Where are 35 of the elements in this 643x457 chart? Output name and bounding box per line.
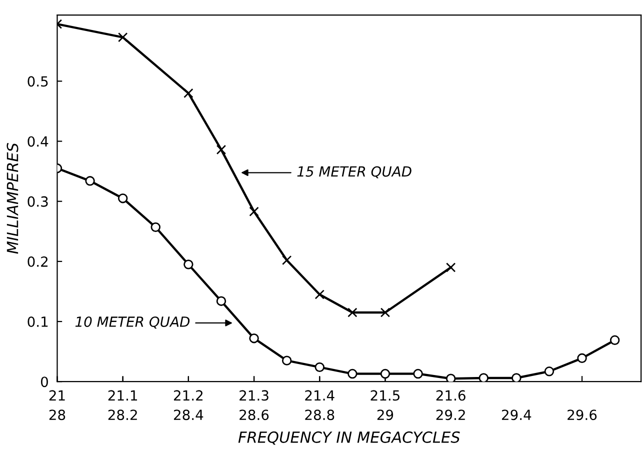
- point: [348, 308, 358, 318]
- x2-tick-label: 29.2: [436, 410, 465, 420]
- point: [118, 32, 128, 42]
- x-tick-label: 21.6: [436, 390, 466, 401]
- annotation: 15 METER QUAD: [297, 166, 412, 178]
- x-tick-label: 21.5: [370, 390, 400, 401]
- y-tick-label: 0: [40, 376, 48, 388]
- annotation: 10 METER QUAD: [75, 316, 190, 329]
- x2-tick-label: 28.4: [174, 410, 204, 420]
- x2-tick-label: 29.4: [502, 410, 532, 420]
- x-tick-label: 21.1: [108, 390, 138, 400]
- x2-tick-label: 28: [49, 410, 66, 420]
- y-tick-label: 0.4: [28, 136, 48, 147]
- point: [282, 255, 292, 266]
- y-tick-label: 0.1: [28, 316, 48, 327]
- x2-tick-label: 29.6: [568, 410, 597, 420]
- point: [380, 308, 390, 318]
- x2-tick-label: 28.2: [108, 410, 137, 420]
- point: [446, 262, 456, 272]
- point: [216, 144, 226, 155]
- y-tick-label: 0.5: [28, 76, 48, 87]
- x-tick-label: 21.3: [240, 390, 268, 401]
- x-axis-title: FREQUENCY IN MEGACYCLES: [238, 431, 460, 445]
- y-tick-label: 0.3: [28, 196, 48, 207]
- x2-tick-label: 28.6: [240, 410, 269, 420]
- x-tick-label: 21.2: [174, 390, 202, 400]
- point: [314, 290, 324, 300]
- point: [249, 206, 259, 216]
- x-tick-label: 21: [49, 390, 65, 400]
- x2-tick-label: 29: [377, 410, 394, 420]
- x2-tick-label: 28.8: [305, 410, 334, 420]
- x-tick-label: 21.4: [305, 390, 334, 400]
- point: [184, 88, 194, 98]
- y-tick-label: 0.2: [28, 256, 48, 267]
- y-axis-title: MILLIAMPERES: [6, 142, 18, 254]
